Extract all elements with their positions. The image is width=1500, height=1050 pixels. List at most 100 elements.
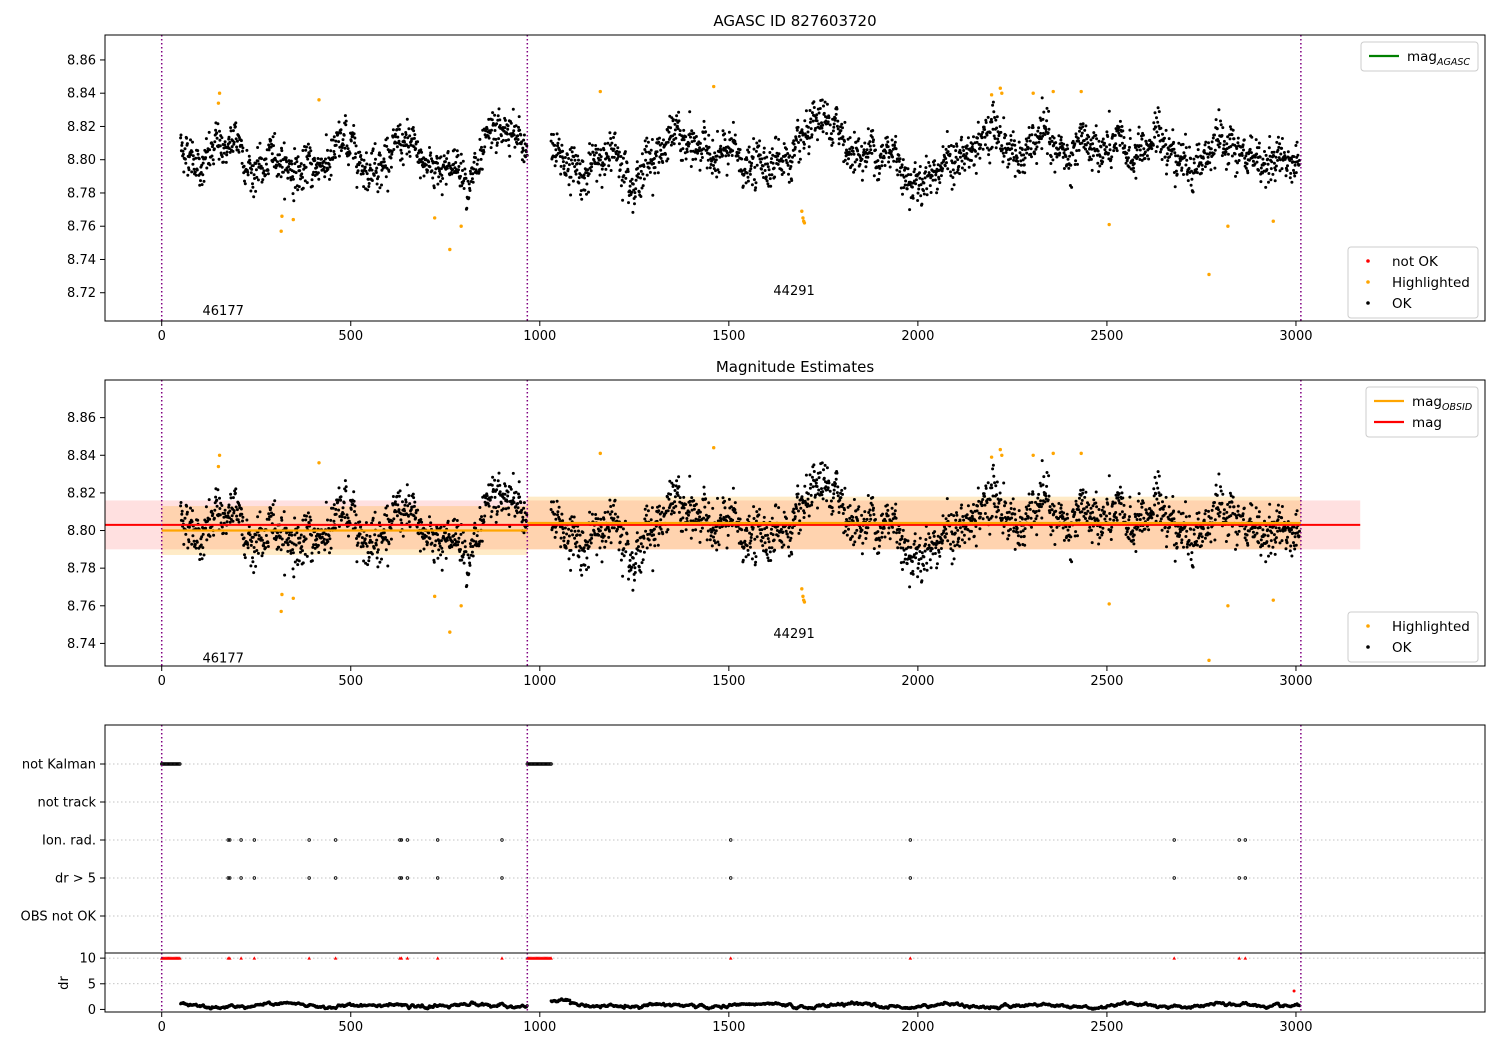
ok-point [1051, 529, 1055, 533]
ok-point [839, 496, 843, 500]
ok-point [424, 163, 428, 167]
ok-point [396, 135, 400, 139]
ok-point [269, 138, 273, 142]
ok-point [429, 151, 433, 155]
ok-point [407, 520, 411, 524]
ok-point [439, 553, 443, 557]
ok-point [1055, 155, 1059, 159]
ok-point [935, 187, 939, 191]
ok-point [417, 161, 421, 164]
ok-point [666, 528, 670, 532]
ok-point [851, 149, 855, 153]
ok-point [1118, 119, 1122, 123]
ok-point [788, 154, 792, 158]
ok-point [1201, 167, 1205, 171]
ok-point [657, 160, 661, 164]
ok-point [768, 151, 772, 154]
ok-point [294, 171, 298, 175]
ok-point [353, 526, 357, 530]
ok-point [992, 110, 996, 114]
ok-point [943, 164, 947, 168]
ok-point [569, 548, 573, 552]
ok-point [713, 151, 717, 155]
ok-point [242, 536, 246, 540]
ok-point [754, 181, 758, 185]
ok-point [857, 505, 861, 509]
ok-point [733, 508, 737, 512]
ok-point [1044, 127, 1048, 131]
ok-point [1241, 143, 1245, 147]
ok-point [760, 157, 764, 161]
ok-point [570, 150, 574, 154]
ok-point [812, 106, 816, 109]
ok-point [938, 181, 942, 185]
ok-point [296, 563, 300, 567]
ok-point [621, 574, 625, 578]
ok-point [278, 153, 281, 157]
ok-point [509, 121, 513, 125]
ok-point [1249, 151, 1253, 155]
ok-point [752, 178, 756, 182]
highlighted-point [279, 229, 283, 233]
ok-point [946, 167, 950, 171]
ok-point [1001, 516, 1004, 520]
ok-point [282, 510, 286, 514]
ok-point [378, 153, 382, 157]
ok-point [912, 542, 916, 546]
ok-point [1120, 125, 1124, 128]
ok-point [434, 167, 438, 171]
ok-point [240, 161, 244, 165]
ok-point [1184, 163, 1188, 167]
ok-point [790, 531, 794, 535]
ok-point [1245, 162, 1249, 166]
ok-point [835, 107, 839, 111]
ok-point [795, 495, 799, 499]
ok-point [1053, 170, 1057, 174]
ok-point [938, 554, 942, 558]
ok-point [468, 563, 472, 567]
ok-point [711, 138, 715, 142]
ok-point [895, 531, 898, 535]
ok-point [920, 202, 924, 206]
ok-point [1136, 132, 1140, 136]
ok-point [1018, 171, 1022, 174]
ok-point [194, 173, 198, 177]
ok-point [1075, 149, 1079, 153]
ok-point [1237, 159, 1241, 162]
ok-point [640, 561, 644, 565]
ok-point [612, 155, 616, 159]
ok-point [916, 199, 920, 202]
ok-point [376, 548, 380, 552]
ok-point [704, 144, 708, 148]
ok-point [954, 518, 958, 522]
ok-point [468, 542, 472, 546]
ok-point [841, 503, 845, 506]
ok-point [243, 182, 247, 186]
obsid-label: 44291 [773, 284, 814, 299]
ok-point [218, 496, 221, 500]
ok-point [488, 131, 492, 135]
ok-point [373, 533, 377, 537]
ok-point [689, 536, 693, 540]
ok-point [404, 133, 408, 137]
ok-point [215, 136, 219, 140]
ok-point [251, 164, 255, 168]
ok-point [1195, 171, 1199, 175]
ok-point [1014, 148, 1018, 152]
ok-point [1054, 509, 1058, 513]
ok-point [612, 526, 616, 530]
ok-point [473, 151, 477, 155]
ok-point [893, 509, 897, 513]
ok-point [566, 167, 570, 171]
ok-point [299, 533, 303, 537]
ok-point [507, 513, 511, 517]
ok-point [272, 513, 275, 517]
ok-point [1042, 475, 1046, 479]
ok-point [433, 171, 437, 175]
ok-point [277, 172, 281, 176]
ok-point [493, 113, 497, 117]
ok-point [465, 206, 469, 210]
ok-point [315, 165, 319, 169]
